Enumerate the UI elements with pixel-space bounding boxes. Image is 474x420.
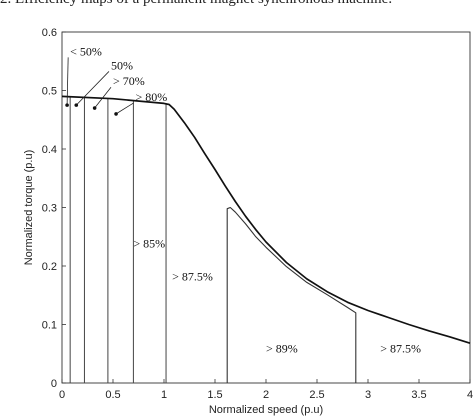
x-tick-label: 4 — [467, 389, 473, 401]
annotation-leader-line — [94, 86, 112, 109]
y-tick-label: 0.3 — [42, 203, 57, 215]
annotation-point — [114, 112, 118, 116]
region-label: > 87.5% — [172, 270, 213, 284]
y-tick-label: 0.6 — [42, 27, 57, 39]
y-tick-label: 0.1 — [42, 320, 57, 332]
y-tick-label: 0.2 — [42, 261, 57, 273]
x-tick-label: 2.5 — [309, 389, 324, 401]
max-torque-envelope-line — [61, 95, 471, 345]
region-label: > 89% — [266, 342, 298, 356]
x-tick-label: 0 — [59, 389, 65, 401]
region-label: > 87.5% — [380, 342, 421, 356]
y-tick-label: 0.5 — [42, 86, 57, 98]
x-axis-label: Normalized speed (p.u) — [209, 404, 323, 416]
annotation-leader-line — [66, 57, 69, 106]
annotation-point — [65, 103, 69, 107]
region-label: 50% — [111, 58, 133, 72]
annotation-leader-line — [75, 71, 110, 106]
x-tick-label: 1.5 — [207, 389, 222, 401]
x-tick-label: 1 — [161, 389, 167, 401]
annotation-point — [92, 106, 97, 110]
y-tick-label: 0.4 — [42, 144, 57, 156]
x-tick-label: 2 — [263, 389, 269, 401]
region-annotations: < 50% 50% > 70% > 80% > 85% > 87.5% > 89% > 87.… — [65, 44, 421, 356]
y-axis-ticks: 0 0.1 0.2 0.3 0.4 0.5 0.6 — [42, 27, 66, 390]
efficiency-boundary-89-line — [226, 206, 357, 383]
region-label: < 50% — [70, 44, 102, 58]
x-tick-label: 3.5 — [411, 389, 426, 401]
series-lines — [61, 95, 471, 383]
x-tick-label: 3 — [365, 389, 371, 401]
figure-caption: 2. Efficiency maps of a permanent magnet… — [0, 0, 474, 11]
region-label: > 80% — [135, 90, 167, 104]
annotation-point — [74, 103, 79, 107]
y-tick-label: 0 — [51, 378, 57, 390]
region-label: > 85% — [133, 236, 165, 250]
annotation-leader-line — [115, 102, 134, 115]
efficiency-boundaries — [69, 96, 167, 383]
region-label: > 70% — [113, 74, 145, 88]
x-axis-ticks: 0 0.5 1 1.5 2 2.5 3 3.5 4 — [59, 379, 473, 401]
x-tick-label: 0.5 — [105, 389, 120, 401]
y-axis-label: Normalized torque (p.u) — [23, 150, 35, 266]
